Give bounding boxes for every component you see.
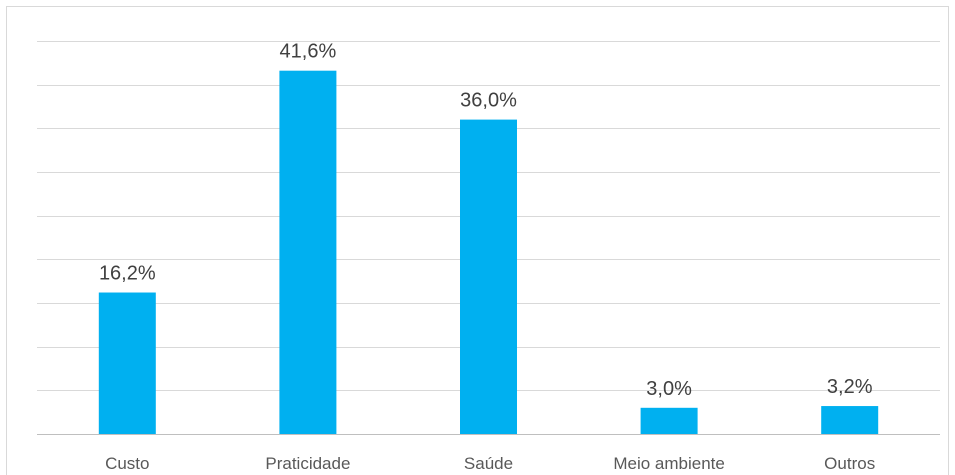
data-label: 41,6% [280,41,337,63]
category-label: Meio ambiente [613,454,725,473]
bar-custo [98,292,156,434]
data-label: 3,2% [827,376,873,398]
bar-praticidade [279,70,337,435]
category-label: Outros [824,454,875,473]
category-labels: Custo Praticidade Saúde Meio ambiente Outros [105,454,875,473]
data-labels: 16,2% 41,6% 36,0% 3,0% 3,2% [99,41,873,400]
data-label: 16,2% [99,263,156,285]
category-label: Custo [105,454,149,473]
category-label: Praticidade [265,454,350,473]
data-label: 3,0% [646,378,692,400]
category-label: Saúde [464,454,513,473]
bars [98,70,879,435]
bar-saúde [460,119,517,434]
bar-outros [821,406,879,434]
bar-meio-ambiente [640,407,698,434]
data-label: 36,0% [460,90,517,112]
